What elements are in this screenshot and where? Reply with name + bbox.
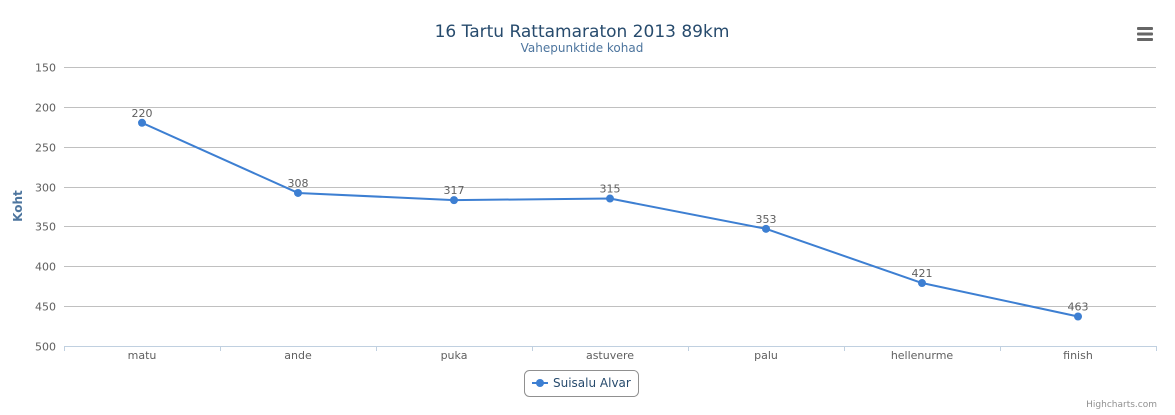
gridlines [64, 67, 1156, 307]
menu-icon[interactable] [1130, 22, 1160, 46]
x-tick-label-palu: palu [754, 349, 778, 362]
x-tick-label-finish: finish [1063, 349, 1093, 362]
credits-link[interactable]: Highcharts.com [1086, 400, 1157, 410]
data-label-palu: 353 [756, 213, 777, 226]
y-axis: 150 200 250 300 350 400 450 500 [35, 62, 56, 354]
data-point-puka [450, 196, 458, 205]
data-point-matu [138, 118, 146, 127]
x-tick-label-matu: matu [128, 349, 157, 362]
data-label-matu: 220 [132, 107, 153, 120]
data-point-palu [762, 224, 770, 233]
x-axis: matu ande puka astuvere palu hellenurme finish [64, 346, 1157, 362]
y-tick-label-200: 200 [35, 102, 56, 115]
data-point-ande [294, 188, 302, 197]
data-point-finish [1074, 312, 1082, 321]
legend-item-label[interactable]: Suisalu Alvar [553, 376, 631, 390]
y-tick-label-300: 300 [35, 182, 56, 195]
x-tick-label-astuvere: astuvere [586, 349, 634, 362]
data-label-hellenurme: 421 [912, 267, 933, 280]
legend-box [524, 370, 639, 397]
legend-marker-symbol [536, 379, 544, 387]
y-tick-label-350: 350 [35, 221, 56, 234]
data-label-ande: 308 [288, 177, 309, 190]
series-suisalu-alvar: 220 308 317 315 353 421 463 [132, 107, 1089, 321]
data-point-astuvere [606, 194, 614, 203]
y-tick-label-450: 450 [35, 301, 56, 314]
data-point-hellenurme [918, 279, 926, 288]
x-tick-label-puka: puka [441, 349, 468, 362]
y-tick-label-250: 250 [35, 142, 56, 155]
y-tick-label-500: 500 [35, 341, 56, 354]
data-label-astuvere: 315 [600, 183, 621, 196]
chart-subtitle: Vahepunktide kohad [521, 41, 644, 55]
y-tick-label-150: 150 [35, 62, 56, 75]
y-tick-label-400: 400 [35, 261, 56, 274]
series-line [141, 121, 1079, 318]
x-tick-label-ande: ande [284, 349, 312, 362]
legend[interactable]: Suisalu Alvar [524, 370, 639, 397]
chart-title: 16 Tartu Rattamaraton 2013 89km [435, 22, 730, 42]
data-label-puka: 317 [444, 184, 465, 197]
data-label-finish: 463 [1068, 301, 1089, 314]
x-tick-label-hellenurme: hellenurme [891, 349, 954, 362]
y-axis-label: Koht [11, 190, 25, 222]
